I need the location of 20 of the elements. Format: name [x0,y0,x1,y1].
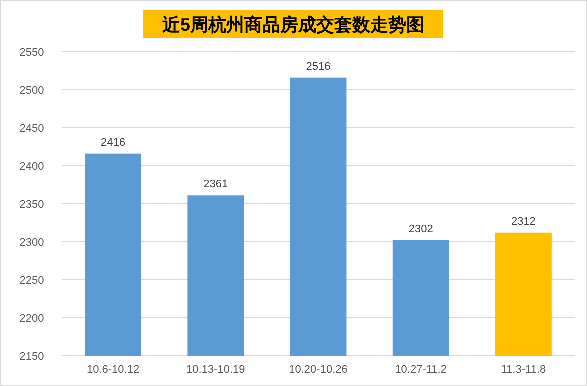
x-tick-label: 10.13-10.19 [186,364,246,376]
data-label: 2516 [306,60,331,73]
y-tick-label: 2250 [20,275,44,287]
x-tick-label: 11.3-11.8 [501,364,546,376]
y-tick-label: 2550 [20,47,44,59]
y-tick-label: 2150 [20,351,44,363]
y-tick-label: 2400 [20,161,44,173]
chart-title: 近5周杭州商品房成交套数走势图 [161,15,425,35]
x-tick-label: 10.20-10.26 [289,364,348,376]
y-tick-label: 2300 [20,237,44,249]
y-tick-label: 2450 [20,123,44,135]
data-label: 2312 [511,216,536,228]
y-tick-label: 2200 [20,313,44,325]
x-tick-label: 10.6-10.12 [86,364,140,376]
data-label: 2302 [408,223,434,236]
data-label: 2361 [204,178,228,191]
y-tick-label: 2500 [20,85,44,97]
data-label: 2416 [101,136,126,149]
y-tick-label: 2350 [20,199,44,211]
x-tick-label: 10.27-11.2 [395,364,447,376]
